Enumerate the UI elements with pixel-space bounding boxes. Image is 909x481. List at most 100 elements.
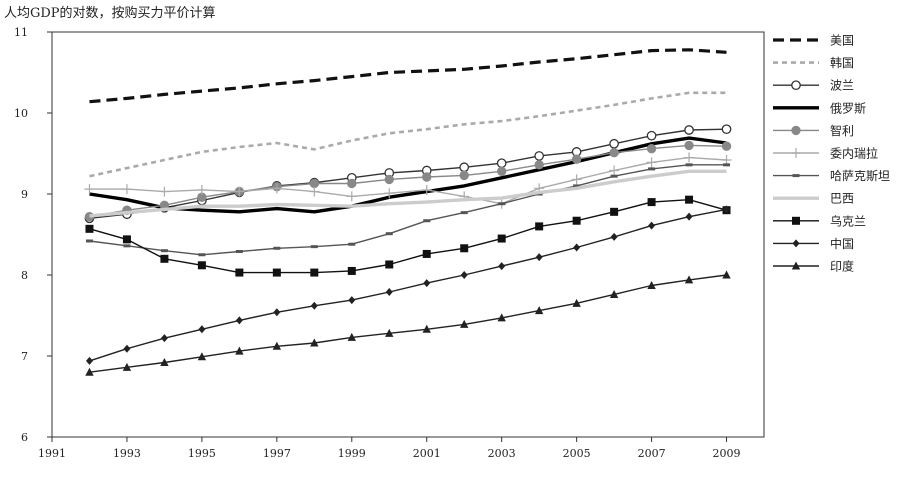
data-point <box>347 332 356 341</box>
legend-label: 印度 <box>830 259 854 274</box>
data-point <box>422 172 432 182</box>
data-point <box>123 344 131 353</box>
plot-area-border <box>51 31 765 438</box>
series-line <box>89 274 727 373</box>
data-point <box>685 195 694 204</box>
data-point <box>572 298 581 307</box>
data-point <box>496 166 507 177</box>
legend-marker <box>791 80 801 91</box>
data-point <box>459 170 469 181</box>
data-point <box>196 184 207 195</box>
data-point <box>498 262 506 271</box>
data-point <box>272 268 281 277</box>
data-point <box>197 261 206 270</box>
data-point <box>235 268 244 277</box>
y-tick-label: 7 <box>21 350 28 363</box>
x-tick-label: 1999 <box>338 447 366 460</box>
series-9 <box>85 195 731 277</box>
data-point <box>310 301 318 310</box>
series-7 <box>85 163 731 257</box>
data-point <box>460 319 469 328</box>
legend-entry: 乌克兰 <box>773 213 866 228</box>
legend-entry: 哈萨克斯坦 <box>773 169 890 183</box>
y-tick-label: 9 <box>21 188 28 201</box>
series-line <box>89 164 727 256</box>
legend-entry: 印度 <box>773 259 854 274</box>
data-point <box>721 154 732 165</box>
data-point <box>422 249 431 258</box>
legend-entry: 波兰 <box>773 79 854 93</box>
legend-label: 委内瑞拉 <box>830 146 878 161</box>
series-line <box>89 48 727 104</box>
data-point <box>385 288 393 297</box>
data-point <box>571 174 582 185</box>
legend-label: 波兰 <box>830 79 854 93</box>
data-point <box>421 184 432 195</box>
x-tick-label: 1997 <box>263 447 291 460</box>
x-tick-label: 2007 <box>638 447 666 460</box>
data-point <box>384 188 395 199</box>
legend-marker <box>792 216 800 225</box>
data-point <box>273 308 281 317</box>
data-point <box>460 271 468 279</box>
data-point <box>534 160 544 170</box>
legend-marker <box>791 125 801 136</box>
series-group <box>84 48 732 376</box>
data-point <box>85 224 94 233</box>
data-point <box>685 212 693 221</box>
data-point <box>347 178 357 189</box>
data-point <box>271 183 282 194</box>
data-point <box>122 235 131 244</box>
data-point <box>721 124 732 135</box>
y-tick-label: 10 <box>14 107 28 120</box>
data-point <box>272 341 282 350</box>
data-point <box>234 186 245 197</box>
series-6 <box>84 152 732 209</box>
data-point <box>610 207 619 216</box>
data-point <box>160 334 168 343</box>
x-tick-label: 1993 <box>113 447 141 460</box>
data-point <box>722 270 731 279</box>
legend-marker <box>791 261 801 270</box>
series-5 <box>84 140 732 222</box>
data-point <box>346 191 357 202</box>
series-line <box>89 208 727 362</box>
data-point <box>197 352 207 361</box>
legend-marker <box>792 239 800 248</box>
y-tick-label: 6 <box>21 431 28 444</box>
legend-entry: 智利 <box>773 123 854 138</box>
data-point <box>385 328 394 337</box>
data-point <box>571 154 582 164</box>
legend-entry: 美国 <box>773 34 854 48</box>
data-point <box>235 346 244 355</box>
data-point <box>385 260 394 269</box>
data-point <box>534 151 545 161</box>
data-point <box>310 268 319 277</box>
data-point <box>160 254 169 263</box>
legend-entry: 俄罗斯 <box>773 101 866 115</box>
data-point <box>497 313 506 322</box>
data-point <box>647 198 656 207</box>
data-point <box>198 325 206 334</box>
data-point <box>535 253 543 262</box>
data-point <box>84 184 95 195</box>
legend-label: 中国 <box>830 236 854 251</box>
legend-label: 俄罗斯 <box>830 101 866 115</box>
data-point <box>309 178 320 189</box>
data-point <box>609 289 619 298</box>
data-point <box>646 157 657 168</box>
series-1 <box>89 48 727 104</box>
data-point <box>496 158 507 169</box>
y-tick-label: 8 <box>21 269 28 282</box>
x-tick-label: 1991 <box>38 447 66 460</box>
data-point <box>534 306 544 315</box>
x-tick-label: 2009 <box>713 447 741 460</box>
data-point <box>647 281 656 290</box>
legend-label: 韩国 <box>830 55 854 70</box>
x-tick-label: 2005 <box>563 447 591 460</box>
axes: 1991 1993 1995 1997 1999 2001 2003 2005 2007 2009… <box>14 26 741 460</box>
data-point <box>609 147 619 158</box>
data-point <box>609 165 620 176</box>
legend-marker <box>791 148 801 158</box>
data-point <box>572 216 581 225</box>
